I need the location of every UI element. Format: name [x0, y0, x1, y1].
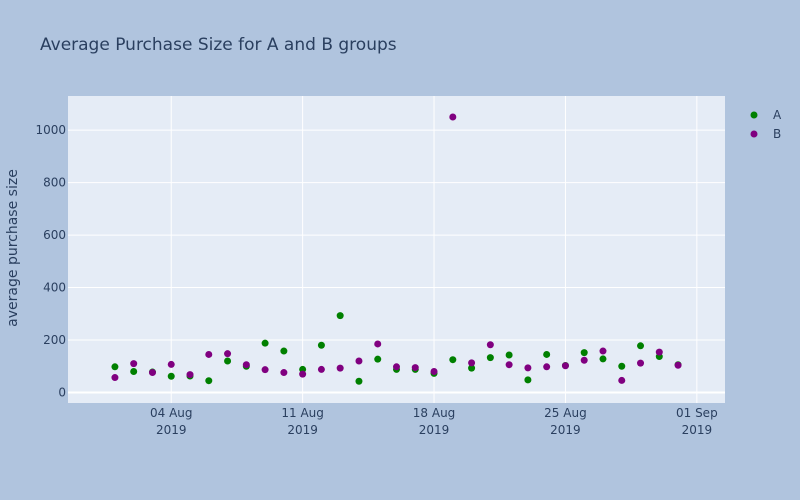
data-point-b[interactable] [599, 347, 607, 355]
data-point-b[interactable] [242, 361, 250, 369]
data-point-b[interactable] [430, 368, 438, 376]
data-point-a[interactable] [599, 355, 607, 363]
data-point-b[interactable] [167, 360, 175, 368]
y-tick-label: 800 [43, 176, 66, 190]
data-point-a[interactable] [261, 339, 269, 347]
x-tick-label: 25 Aug 2019 [544, 406, 587, 437]
data-point-a[interactable] [580, 349, 588, 357]
legend[interactable]: AB [750, 108, 783, 141]
data-point-a[interactable] [224, 357, 232, 365]
data-point-b[interactable] [524, 364, 532, 372]
x-tick-label: 11 Aug 2019 [281, 406, 324, 437]
data-point-a[interactable] [543, 350, 551, 358]
data-point-a[interactable] [336, 312, 344, 320]
data-point-b[interactable] [224, 350, 232, 358]
y-tick-label: 600 [43, 228, 66, 242]
data-point-b[interactable] [411, 364, 419, 372]
legend-item-b[interactable]: B [750, 127, 782, 141]
data-point-b[interactable] [393, 363, 400, 371]
y-axis-title: average purchase size [5, 169, 21, 327]
y-tick-label: 1000 [35, 123, 66, 137]
data-point-a[interactable] [205, 377, 213, 385]
data-point-b[interactable] [280, 369, 288, 377]
y-tick-label: 400 [43, 281, 66, 295]
data-point-b[interactable] [449, 113, 457, 121]
data-point-b[interactable] [674, 361, 682, 369]
data-point-b[interactable] [186, 371, 194, 379]
data-point-a[interactable] [618, 362, 626, 370]
legend-marker [750, 130, 758, 138]
data-point-b[interactable] [543, 363, 551, 371]
legend-marker [750, 111, 758, 119]
chart-title: Average Purchase Size for A and B groups [40, 35, 397, 55]
data-point-b[interactable] [618, 376, 626, 384]
y-tick-label: 200 [43, 333, 66, 347]
data-point-b[interactable] [111, 374, 119, 382]
data-point-b[interactable] [374, 340, 382, 348]
data-points [111, 113, 682, 385]
data-point-b[interactable] [637, 359, 645, 367]
data-point-a[interactable] [505, 351, 513, 359]
data-point-a[interactable] [374, 355, 382, 363]
plot-background [68, 96, 725, 403]
data-point-b[interactable] [299, 370, 307, 378]
data-point-b[interactable] [130, 360, 138, 368]
data-point-b[interactable] [355, 357, 363, 365]
legend-label: A [773, 108, 782, 122]
data-point-a[interactable] [167, 372, 175, 380]
data-point-b[interactable] [205, 350, 213, 358]
data-point-a[interactable] [280, 347, 288, 355]
x-tick-label: 04 Aug 2019 [150, 406, 193, 437]
data-point-b[interactable] [468, 359, 476, 367]
data-point-b[interactable] [261, 366, 269, 374]
data-point-a[interactable] [317, 341, 325, 349]
data-point-b[interactable] [505, 361, 513, 369]
data-point-a[interactable] [486, 354, 494, 362]
data-point-a[interactable] [130, 368, 138, 376]
legend-label: B [773, 127, 781, 141]
data-point-b[interactable] [580, 356, 588, 364]
data-point-b[interactable] [336, 364, 344, 372]
y-axis-ticks: 0 200 400 600 800 1000 [35, 123, 66, 399]
data-point-a[interactable] [524, 376, 532, 384]
y-tick-label: 0 [58, 386, 66, 400]
data-point-a[interactable] [468, 364, 476, 372]
x-tick-label: 01 Sep 2019 [676, 406, 718, 437]
series-b [111, 113, 682, 384]
data-point-a[interactable] [111, 363, 119, 371]
x-axis-ticks: 04 Aug 2019 11 Aug 2019 18 Aug 2019 25 Aug 2019… [150, 406, 718, 437]
grid-lines [68, 96, 725, 403]
data-point-b[interactable] [486, 341, 494, 349]
data-point-b[interactable] [655, 348, 663, 356]
data-point-b[interactable] [148, 369, 156, 377]
plot-area [68, 96, 725, 403]
x-tick-label: 18 Aug 2019 [413, 406, 456, 437]
legend-item-a[interactable]: A [750, 108, 783, 122]
data-point-a[interactable] [355, 377, 363, 385]
data-point-a[interactable] [637, 342, 645, 350]
data-point-a[interactable] [449, 356, 457, 364]
data-point-b[interactable] [317, 365, 325, 373]
data-point-b[interactable] [561, 362, 569, 370]
